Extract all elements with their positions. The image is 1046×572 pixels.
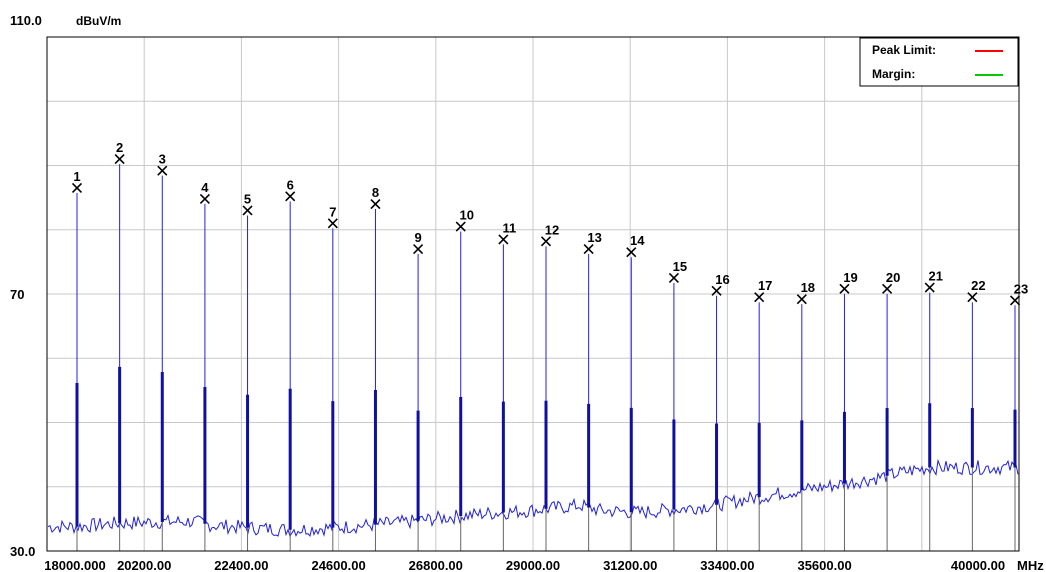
marker: 9 (413, 230, 424, 255)
marker-x-stroke (882, 283, 893, 294)
marker-label: 15 (673, 259, 687, 274)
marker: 22 (967, 278, 986, 303)
marker-x-stroke (327, 218, 338, 229)
marker: 21 (924, 269, 943, 293)
y-axis-unit: dBuV/m (76, 14, 121, 28)
marker-x-stroke (924, 282, 935, 293)
marker: 16 (711, 272, 730, 296)
marker: 6 (285, 177, 296, 202)
marker: 11 (498, 220, 516, 245)
marker: 1 (71, 169, 83, 194)
marker-x-stroke (754, 292, 765, 303)
marker-label: 14 (630, 233, 645, 248)
trace-layer (47, 164, 1019, 551)
x-tick-labels: 18000.000 20200.00 22400.00 24600.00 26800.0… (44, 558, 1005, 572)
marker-label: 23 (1014, 281, 1028, 296)
marker: 17 (754, 278, 772, 303)
marker: 23 (1009, 281, 1028, 306)
marker-x-stroke (967, 292, 978, 303)
marker-label: 4 (201, 180, 209, 195)
x-tick-label: 18000.000 (44, 558, 105, 572)
marker: 20 (882, 270, 900, 294)
plot-frame (46, 36, 1020, 552)
marker-label: 3 (159, 152, 166, 167)
legend-box (859, 37, 1019, 87)
marker: 2 (114, 140, 125, 165)
marker-label: 12 (545, 222, 559, 237)
marker-label: 17 (758, 278, 772, 293)
marker-x-stroke (1009, 295, 1021, 306)
marker: 13 (583, 230, 602, 255)
marker-x-stroke (199, 193, 210, 204)
marker-x-stroke (242, 205, 253, 216)
x-tick-label: 24600.00 (311, 558, 365, 572)
grid (47, 37, 1019, 551)
marker-label: 8 (372, 185, 379, 200)
marker: 12 (540, 222, 559, 247)
marker-x-stroke (583, 243, 594, 255)
marker-label: 5 (244, 191, 251, 206)
marker-x-stroke (455, 221, 466, 232)
marker-label: 1 (73, 169, 80, 184)
marker-label: 10 (459, 208, 473, 223)
y-tick-label: 110.0 (10, 13, 42, 28)
marker-x-stroke (370, 198, 381, 210)
marker-label: 21 (928, 269, 942, 284)
marker-label: 13 (587, 230, 601, 245)
marker-label: 2 (116, 140, 123, 155)
y-tick-label: 30.0 (10, 544, 35, 559)
marker: 14 (626, 233, 645, 258)
marker-x-stroke (668, 272, 679, 284)
marker-label: 20 (886, 270, 900, 285)
marker-label: 18 (801, 280, 815, 295)
marker-x-stroke (540, 236, 552, 247)
marker-x-stroke (114, 154, 125, 165)
x-tick-label: 31200.00 (603, 558, 657, 572)
marker-label: 11 (502, 220, 516, 235)
y-tick-labels: 110.0 70 30.0 (10, 13, 42, 559)
marker-x-stroke (839, 283, 850, 294)
marker-x-stroke (285, 191, 296, 202)
marker-label: 16 (715, 272, 729, 287)
x-tick-label: 33400.00 (700, 558, 754, 572)
marker-x-stroke (711, 285, 722, 296)
marker-x-stroke (626, 247, 637, 258)
marker: 3 (157, 152, 168, 176)
marker-x-stroke (157, 165, 168, 176)
x-tick-label: 26800.00 (409, 558, 463, 572)
x-tick-label: 40000.00 (951, 558, 1005, 572)
y-tick-label: 70 (10, 287, 24, 302)
x-tick-label: 22400.00 (214, 558, 268, 572)
marker: 4 (199, 180, 210, 204)
legend-label-peak-limit: Peak Limit: (872, 43, 936, 57)
marker-label: 22 (971, 278, 985, 293)
marker-x-stroke (71, 182, 83, 194)
marker-label: 7 (329, 204, 336, 219)
x-tick-label: 29000.00 (506, 558, 560, 572)
noise-floor-trace (47, 458, 1019, 538)
legend-label-margin: Margin: (872, 67, 915, 81)
marker: 7 (327, 204, 338, 229)
marker: 8 (370, 185, 381, 210)
marker-label: 9 (414, 230, 421, 245)
marker: 10 (455, 208, 474, 232)
marker: 18 (796, 280, 815, 305)
marker-x-stroke (413, 243, 424, 255)
marker: 5 (242, 191, 253, 216)
x-axis-unit: MHz (1017, 558, 1044, 572)
marker: 15 (668, 259, 687, 284)
marker-label: 6 (287, 177, 294, 192)
marker-x-stroke (796, 294, 807, 305)
x-tick-label: 20200.00 (117, 558, 171, 572)
marker-x-stroke (498, 234, 509, 245)
legend: Peak Limit: Margin: (859, 37, 1019, 87)
marker-label: 19 (843, 270, 857, 285)
marker: 19 (839, 270, 858, 294)
x-tick-label: 35600.00 (797, 558, 851, 572)
